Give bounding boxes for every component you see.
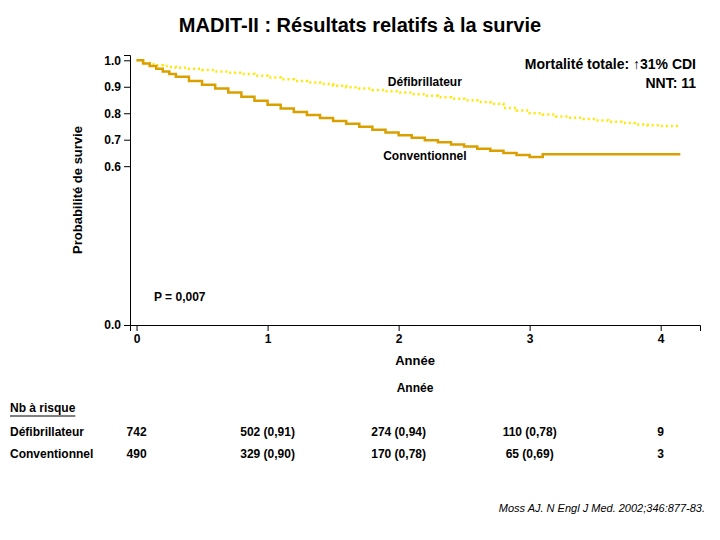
chart: MADIT-II : Résultats relatifs à la survi… — [0, 0, 720, 540]
tick-label: 4 — [658, 332, 665, 346]
table-cell: 170 (0,78) — [371, 447, 426, 461]
tick: 1.0 — [104, 54, 130, 68]
tick-mark — [530, 325, 531, 331]
tick-mark — [124, 113, 130, 114]
plot-area — [137, 60, 681, 157]
x-axis-title: Année — [395, 353, 435, 368]
series-label: Défibrillateur — [388, 75, 462, 89]
table-cell: 65 (0,69) — [506, 447, 554, 461]
annotation: Mortalité totale: ↑31% CDI — [525, 56, 696, 72]
axis-line — [124, 56, 131, 326]
tick-label: 0.8 — [104, 107, 121, 121]
tick: 2 — [396, 325, 403, 346]
tick-label: 0 — [134, 332, 141, 346]
tick: 0.7 — [104, 133, 130, 147]
table-title: Nb à risque — [10, 401, 76, 415]
tick-label: 0.6 — [104, 160, 121, 174]
tick-label: 0.0 — [104, 318, 121, 332]
tick: 1 — [265, 325, 272, 346]
tick: 4 — [658, 325, 665, 346]
tick: 0.0 — [104, 318, 130, 332]
table-header: Année — [397, 381, 434, 395]
tick-label: 1.0 — [104, 54, 121, 68]
tick-label: 1 — [265, 332, 272, 346]
tick: 0 — [134, 325, 141, 346]
tick: 0.8 — [104, 107, 130, 121]
table-cell: 490 — [127, 447, 147, 461]
table-cell: 110 (0,78) — [503, 425, 557, 439]
tick-mark — [124, 140, 130, 141]
table-cell: 502 (0,91) — [240, 425, 295, 439]
y-axis: 0.0 0.6 0.7 0.8 0.9 1.0 — [104, 54, 130, 333]
tick: 3 — [527, 325, 534, 346]
tick: 0.6 — [104, 160, 130, 174]
tick-mark — [124, 87, 130, 88]
underline — [10, 416, 75, 417]
table-cell: 742 — [127, 425, 147, 439]
row-label: Défibrillateur — [10, 425, 84, 439]
axis-line — [131, 326, 701, 332]
tick-mark — [137, 325, 138, 331]
table-cell: 3 — [657, 447, 664, 461]
tick-mark — [124, 60, 130, 61]
tick-mark — [399, 325, 400, 331]
tick-mark — [124, 325, 130, 326]
title: MADIT-II : Résultats relatifs à la survi… — [179, 14, 541, 36]
tick-label: 0.7 — [104, 133, 121, 147]
risk-table: Année Nb à risque Défibrillateur 742 502 (0,… — [10, 381, 664, 461]
tick-label: 3 — [527, 332, 534, 346]
source: Moss AJ. N Engl J Med. 2002;346:877-83. — [499, 502, 705, 514]
table-cell: 9 — [657, 425, 664, 439]
table-cell: 329 (0,90) — [240, 447, 295, 461]
tick: 0.9 — [104, 80, 130, 94]
tick-label: 2 — [396, 332, 403, 346]
survival-line — [137, 60, 681, 157]
tick-label: 0.9 — [104, 80, 121, 94]
x-axis: 0 1 2 3 4 — [131, 325, 701, 346]
tick-mark — [661, 325, 662, 331]
y-axis-title: Probabilité de survie — [70, 126, 85, 254]
tick-mark — [124, 166, 130, 167]
annotation: NNT: 11 — [645, 75, 696, 91]
tick-mark — [268, 325, 269, 331]
table-cell: 274 (0,94) — [371, 425, 426, 439]
series-label: Conventionnel — [383, 149, 466, 163]
row-label: Conventionnel — [10, 447, 93, 461]
annotation: P = 0,007 — [154, 290, 206, 304]
annotations: Mortalité totale: ↑31% CDI NNT: 11 P = 0,0… — [154, 56, 696, 304]
